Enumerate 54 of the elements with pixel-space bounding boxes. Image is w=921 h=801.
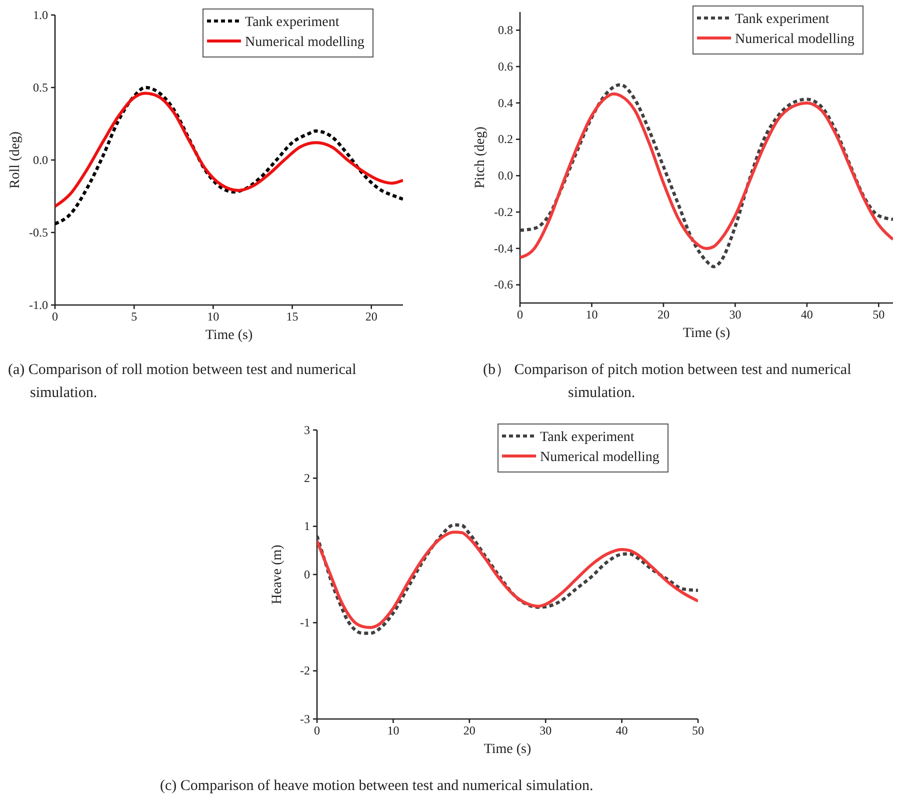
legend-label: Numerical modelling: [245, 35, 364, 50]
y-tick-label: 0.5: [33, 80, 48, 94]
x-tick-label: 30: [540, 724, 552, 738]
x-tick-label: 15: [286, 310, 298, 324]
y-tick-label: -1: [300, 616, 310, 630]
y-tick-label: 0.8: [498, 23, 513, 38]
legend-label: Numerical modelling: [540, 450, 660, 465]
text: (c) Comparison of heave motion between test and numerical simulation.: [160, 778, 594, 794]
x-tick-label: 0: [314, 724, 320, 738]
text: (a) Comparison of roll motion between test and numerical simulation.: [8, 362, 356, 401]
x-axis-title: Time (s): [682, 326, 730, 341]
y-tick-label: 1.0: [33, 8, 48, 22]
x-tick-label: 10: [207, 310, 220, 324]
y-tick-label: 0: [304, 567, 310, 582]
x-axis-title: Time (s): [484, 742, 532, 757]
y-tick-label: 2: [304, 471, 310, 486]
x-tick-label: 50: [692, 724, 704, 738]
y-tick-label: -1.0: [29, 298, 48, 312]
y-tick-label: 3: [304, 422, 310, 437]
y-tick-label: 1: [304, 519, 310, 534]
y-tick-label: 0.0: [33, 152, 48, 167]
legend-label: Tank experiment: [245, 15, 340, 30]
x-tick-label: 20: [463, 724, 476, 738]
y-tick-label: -0.6: [494, 278, 513, 292]
x-tick-label: 10: [387, 724, 400, 738]
x-tick-label: 20: [657, 308, 670, 322]
y-tick-label: 0.6: [498, 59, 513, 74]
x-tick-label: 50: [872, 308, 885, 322]
x-tick-label: 40: [616, 724, 628, 738]
x-tick-label: 20: [365, 310, 378, 324]
x-tick-label: 0: [517, 308, 523, 322]
x-tick-label: 30: [729, 308, 742, 322]
x-tick-label: 0: [52, 310, 58, 324]
y-axis-title: Pitch (deg): [473, 126, 488, 188]
y-tick-label: -2: [300, 664, 310, 678]
y-tick-label: 0.0: [498, 168, 513, 183]
legend-label: Tank experiment: [735, 12, 830, 27]
y-tick-label: 0.2: [498, 132, 513, 146]
y-axis-title: Heave (m): [270, 544, 285, 604]
y-tick-label: 0.4: [498, 96, 513, 110]
y-tick-label: -3: [300, 712, 310, 726]
legend-label: Numerical modelling: [735, 32, 854, 47]
y-tick-label: -0.5: [29, 225, 48, 240]
y-tick-label: -0.4: [494, 241, 513, 256]
y-tick-label: -0.2: [494, 204, 513, 219]
legend-label: Tank experiment: [540, 430, 634, 445]
line-series: [55, 86, 403, 226]
text: (b） Comparison of pitch motion between test and numerical simulation.: [483, 362, 852, 401]
x-tick-label: 5: [131, 310, 138, 324]
x-axis-title: Time (s): [205, 328, 253, 343]
x-tick-label: 40: [800, 308, 813, 322]
line-series: [55, 92, 403, 208]
x-tick-label: 10: [586, 308, 598, 322]
y-axis-title: Roll (deg): [8, 131, 23, 189]
